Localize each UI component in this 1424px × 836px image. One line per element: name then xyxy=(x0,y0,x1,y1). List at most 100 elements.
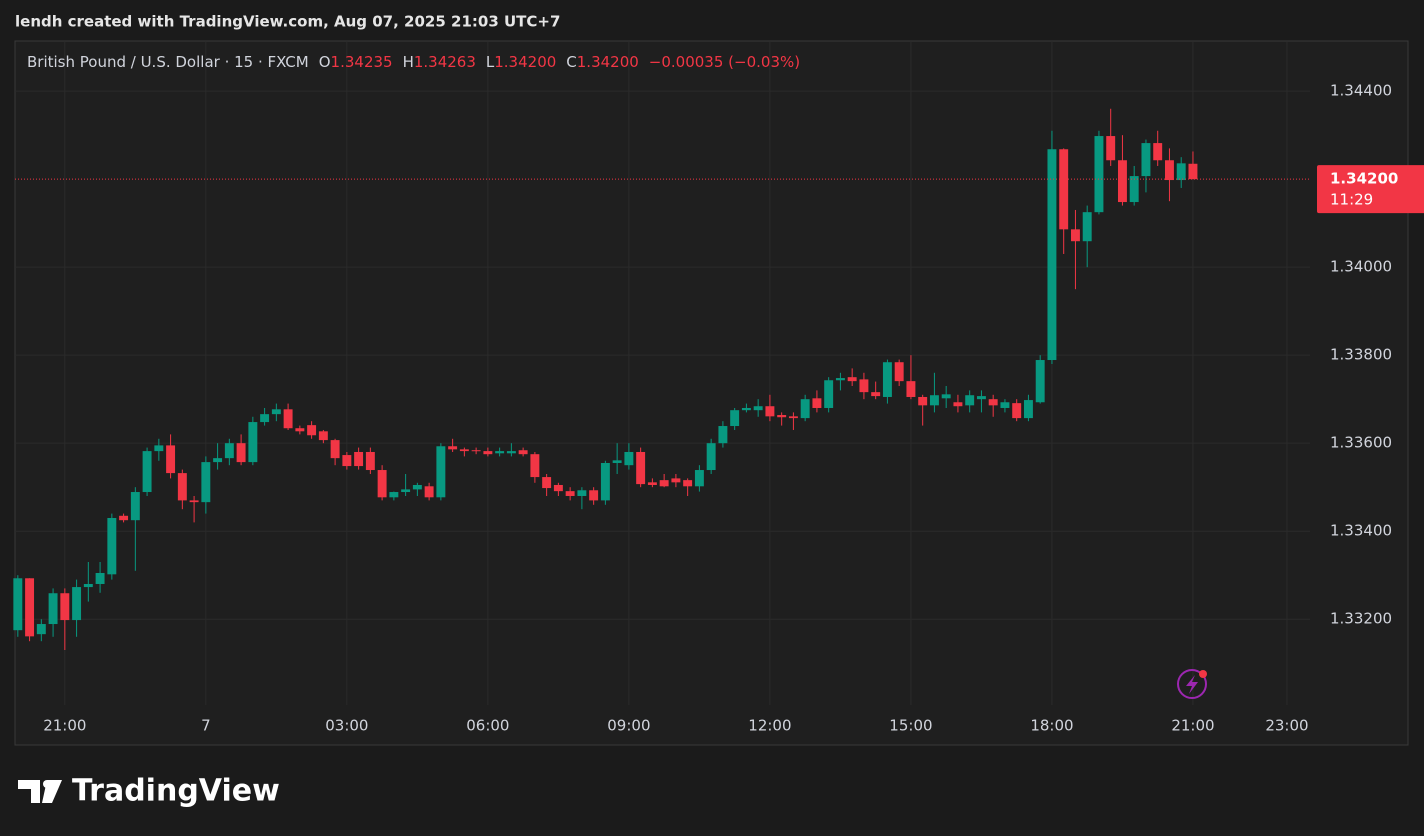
candle-body xyxy=(542,477,552,489)
ohlc-key: L xyxy=(485,53,495,71)
lightning-icon xyxy=(1177,669,1207,699)
x-tick-label: 09:00 xyxy=(607,717,650,735)
candle-body xyxy=(318,431,328,441)
x-tick-label: 21:00 xyxy=(43,717,86,735)
ohlc-key: O xyxy=(318,53,331,71)
logo: TradingView xyxy=(18,774,280,809)
candle-body xyxy=(1023,400,1033,419)
candle-body xyxy=(1059,149,1069,230)
y-tick-label: 1.33800 xyxy=(1330,346,1392,364)
candle-body xyxy=(1129,176,1139,203)
symbol: British Pound / U.S. Dollar · 15 · FXCM xyxy=(27,53,309,71)
candle-body xyxy=(354,451,364,467)
candle-body xyxy=(1082,212,1092,242)
candle-body xyxy=(1141,143,1151,177)
candle-body xyxy=(389,492,399,498)
candle-body xyxy=(130,492,140,521)
candle-body xyxy=(248,422,258,463)
candle-body xyxy=(377,470,387,498)
candle-body xyxy=(553,484,563,492)
candle-body xyxy=(1012,403,1022,419)
candle-body xyxy=(201,462,211,503)
candle-body xyxy=(659,480,669,487)
candle-body xyxy=(1000,402,1010,408)
candle-body xyxy=(1176,163,1186,181)
candle-body xyxy=(882,362,892,397)
candle-body xyxy=(530,454,540,478)
candle-body xyxy=(1070,229,1080,242)
candle-body xyxy=(624,451,634,466)
candle-body xyxy=(95,572,105,584)
candle-body xyxy=(330,440,340,459)
candle-body xyxy=(25,578,35,637)
price-tag-label: 1.34200 xyxy=(1330,170,1398,188)
candle-body xyxy=(671,478,681,483)
y-tick-label: 1.34400 xyxy=(1330,82,1392,100)
price-tag-countdown: 11:29 xyxy=(1330,191,1373,209)
candle-body xyxy=(177,473,187,501)
candle-body xyxy=(213,458,223,463)
candle-body xyxy=(1035,360,1045,403)
candle-body xyxy=(683,480,693,487)
candle-body xyxy=(142,451,152,493)
candle-body xyxy=(741,407,751,411)
candle-body xyxy=(224,443,234,459)
candle-body xyxy=(941,394,951,399)
candle-body xyxy=(83,583,93,588)
candle-body xyxy=(929,395,939,406)
candle-body xyxy=(871,392,881,397)
x-tick-label: 21:00 xyxy=(1171,717,1214,735)
candle-body xyxy=(459,449,469,452)
candle-body xyxy=(307,425,317,436)
candle-body xyxy=(894,362,904,382)
candle-body xyxy=(800,399,810,419)
candle-body xyxy=(859,379,869,393)
candle-body xyxy=(847,377,857,382)
candle-body xyxy=(589,490,599,501)
candle-body xyxy=(730,410,740,427)
candle-body xyxy=(166,445,176,474)
x-tick-label: 15:00 xyxy=(889,717,932,735)
candle-body xyxy=(154,445,164,452)
candle-body xyxy=(1153,143,1163,161)
y-tick-label: 1.34000 xyxy=(1330,258,1392,276)
x-tick-label: 03:00 xyxy=(325,717,368,735)
y-tick-label: 1.33400 xyxy=(1330,522,1392,540)
candle-body xyxy=(495,451,505,454)
candle-body xyxy=(824,380,834,408)
candle-body xyxy=(706,443,716,471)
price-tag xyxy=(1317,165,1424,214)
logo-text: TradingView xyxy=(72,774,280,809)
candle-body xyxy=(295,428,305,432)
candle-body xyxy=(600,462,610,501)
candle-body xyxy=(976,396,986,400)
x-tick-label: 06:00 xyxy=(466,717,509,735)
x-tick-label: 18:00 xyxy=(1030,717,1073,735)
x-tick-label: 7 xyxy=(201,717,211,735)
candle-body xyxy=(189,500,199,503)
candle-body xyxy=(471,450,481,452)
candle-body xyxy=(271,409,281,415)
candle-body xyxy=(119,515,129,521)
change: −0.00035 (−0.03%) xyxy=(648,53,801,71)
ohlc-value: 1.34235 xyxy=(330,53,393,71)
candle-body xyxy=(365,451,375,471)
x-tick-label: 12:00 xyxy=(748,717,791,735)
candle-body xyxy=(1188,163,1198,180)
candle-body xyxy=(236,443,246,463)
candle-body xyxy=(965,395,975,406)
candle-body xyxy=(36,624,46,635)
candle-body xyxy=(107,517,117,575)
candle-body xyxy=(694,470,704,487)
candle-body xyxy=(60,593,70,621)
legend-header: British Pound / U.S. Dollar · 15 · FXCM … xyxy=(27,53,810,71)
candle-body xyxy=(765,406,775,417)
candle-body xyxy=(1106,136,1116,161)
candle-body xyxy=(835,378,845,381)
chart-frame xyxy=(14,40,1409,746)
candle-body xyxy=(612,460,622,463)
candle-body xyxy=(13,578,23,631)
ohlc-value: 1.34263 xyxy=(413,53,476,71)
